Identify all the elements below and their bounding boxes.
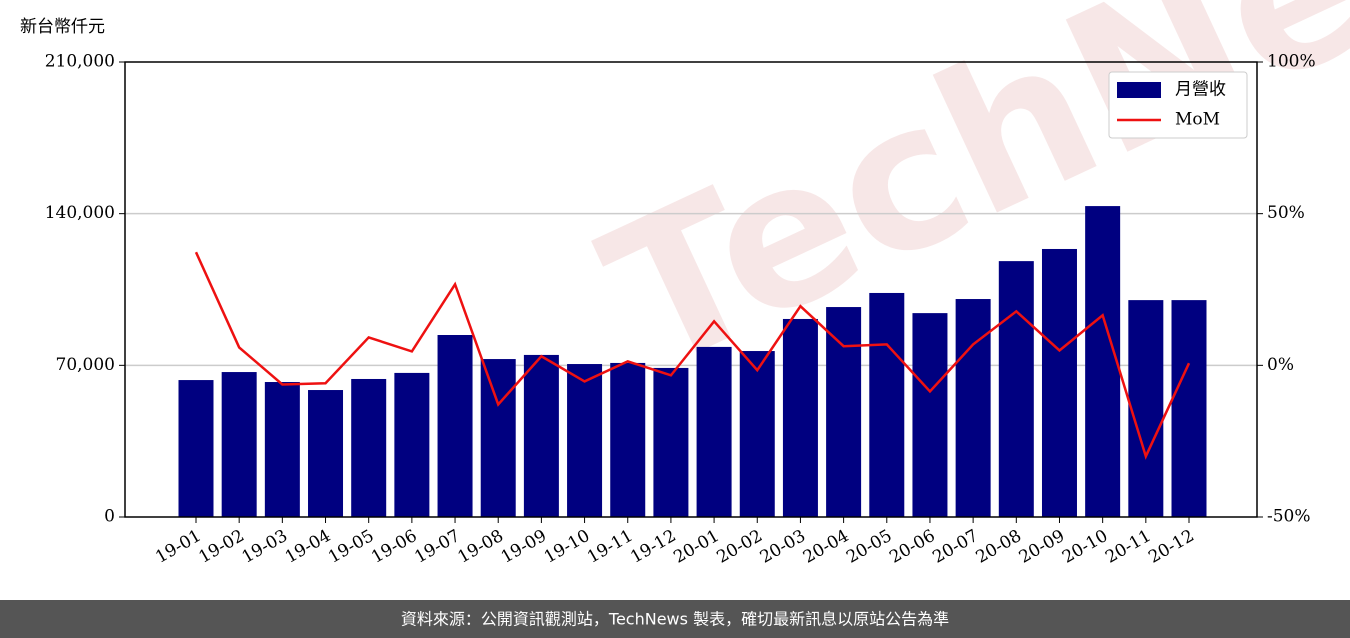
- x-tick-label: 19-03: [239, 526, 291, 568]
- bar: [437, 335, 473, 517]
- y-tick-label: 70,000: [56, 355, 115, 375]
- x-tick-label: 19-08: [455, 526, 507, 568]
- bar: [782, 318, 818, 517]
- y2-tick-label: 0%: [1267, 355, 1294, 375]
- x-tick-label: 20-12: [1145, 526, 1197, 568]
- legend-swatch: [1117, 82, 1161, 98]
- x-tick-label: 19-10: [541, 526, 593, 568]
- x-tick-label: 19-04: [282, 526, 334, 568]
- bar: [653, 367, 689, 517]
- line: [194, 251, 1191, 460]
- x-tick-label: 19-12: [627, 526, 679, 568]
- x-tick-label: 20-07: [929, 526, 981, 568]
- bar: [221, 372, 257, 517]
- bar: [480, 359, 516, 517]
- x-tick-label: 20-10: [1059, 526, 1111, 568]
- x-tick-label: 20-03: [757, 526, 809, 568]
- y-tick-label: 140,000: [45, 203, 115, 223]
- y-axis-label: 新台幣仟元: [20, 17, 105, 37]
- x-tick-label: 19-01: [152, 526, 204, 568]
- bar: [912, 313, 948, 517]
- bar: [1171, 300, 1207, 517]
- bar: [826, 307, 862, 517]
- x-tick-label: 19-06: [368, 526, 420, 568]
- bar: [394, 372, 430, 517]
- bar: [998, 261, 1034, 517]
- bar: [178, 380, 214, 517]
- bar: [567, 364, 603, 517]
- y-tick-label: 0: [104, 507, 115, 527]
- y2-tick-label: -50%: [1267, 507, 1311, 527]
- bar: [308, 390, 344, 517]
- bar: [610, 362, 646, 517]
- y-tick-label: 210,000: [45, 52, 115, 72]
- x-tick-label: 20-09: [1016, 526, 1068, 568]
- x-tick-label: 19-09: [498, 526, 550, 568]
- bar: [739, 351, 775, 517]
- footer-text: 資料來源：公開資訊觀測站，TechNews 製表，確切最新訊息以原站公告為準: [401, 610, 949, 629]
- x-tick-label: 20-04: [800, 526, 852, 568]
- x-tick-label: 20-11: [1102, 526, 1154, 568]
- plot-frame: [124, 61, 1258, 518]
- legend-label: 月營收: [1175, 80, 1226, 100]
- x-tick-label: 20-06: [886, 526, 938, 568]
- x-tick-label: 19-11: [584, 526, 636, 568]
- x-tick-label: 20-01: [670, 526, 722, 568]
- footer-bar: [0, 600, 1350, 638]
- bar: [351, 378, 387, 517]
- bar: [1085, 206, 1121, 518]
- legend-label: MoM: [1175, 110, 1220, 130]
- bar: [1041, 248, 1077, 517]
- bar: [523, 354, 559, 517]
- y2-tick-label: 100%: [1267, 52, 1316, 72]
- bar: [869, 292, 905, 517]
- x-tick-label: 20-02: [714, 526, 766, 568]
- x-tick-label: 20-05: [843, 526, 895, 568]
- bar: [264, 382, 300, 517]
- x-tick-label: 19-02: [195, 526, 247, 568]
- bar: [955, 299, 991, 517]
- x-tick-label: 19-07: [411, 526, 463, 568]
- y2-tick-label: 50%: [1267, 203, 1305, 223]
- bar: [696, 346, 732, 517]
- bar: [1128, 300, 1164, 517]
- x-tick-label: 19-05: [325, 526, 377, 568]
- x-tick-label: 20-08: [973, 526, 1025, 568]
